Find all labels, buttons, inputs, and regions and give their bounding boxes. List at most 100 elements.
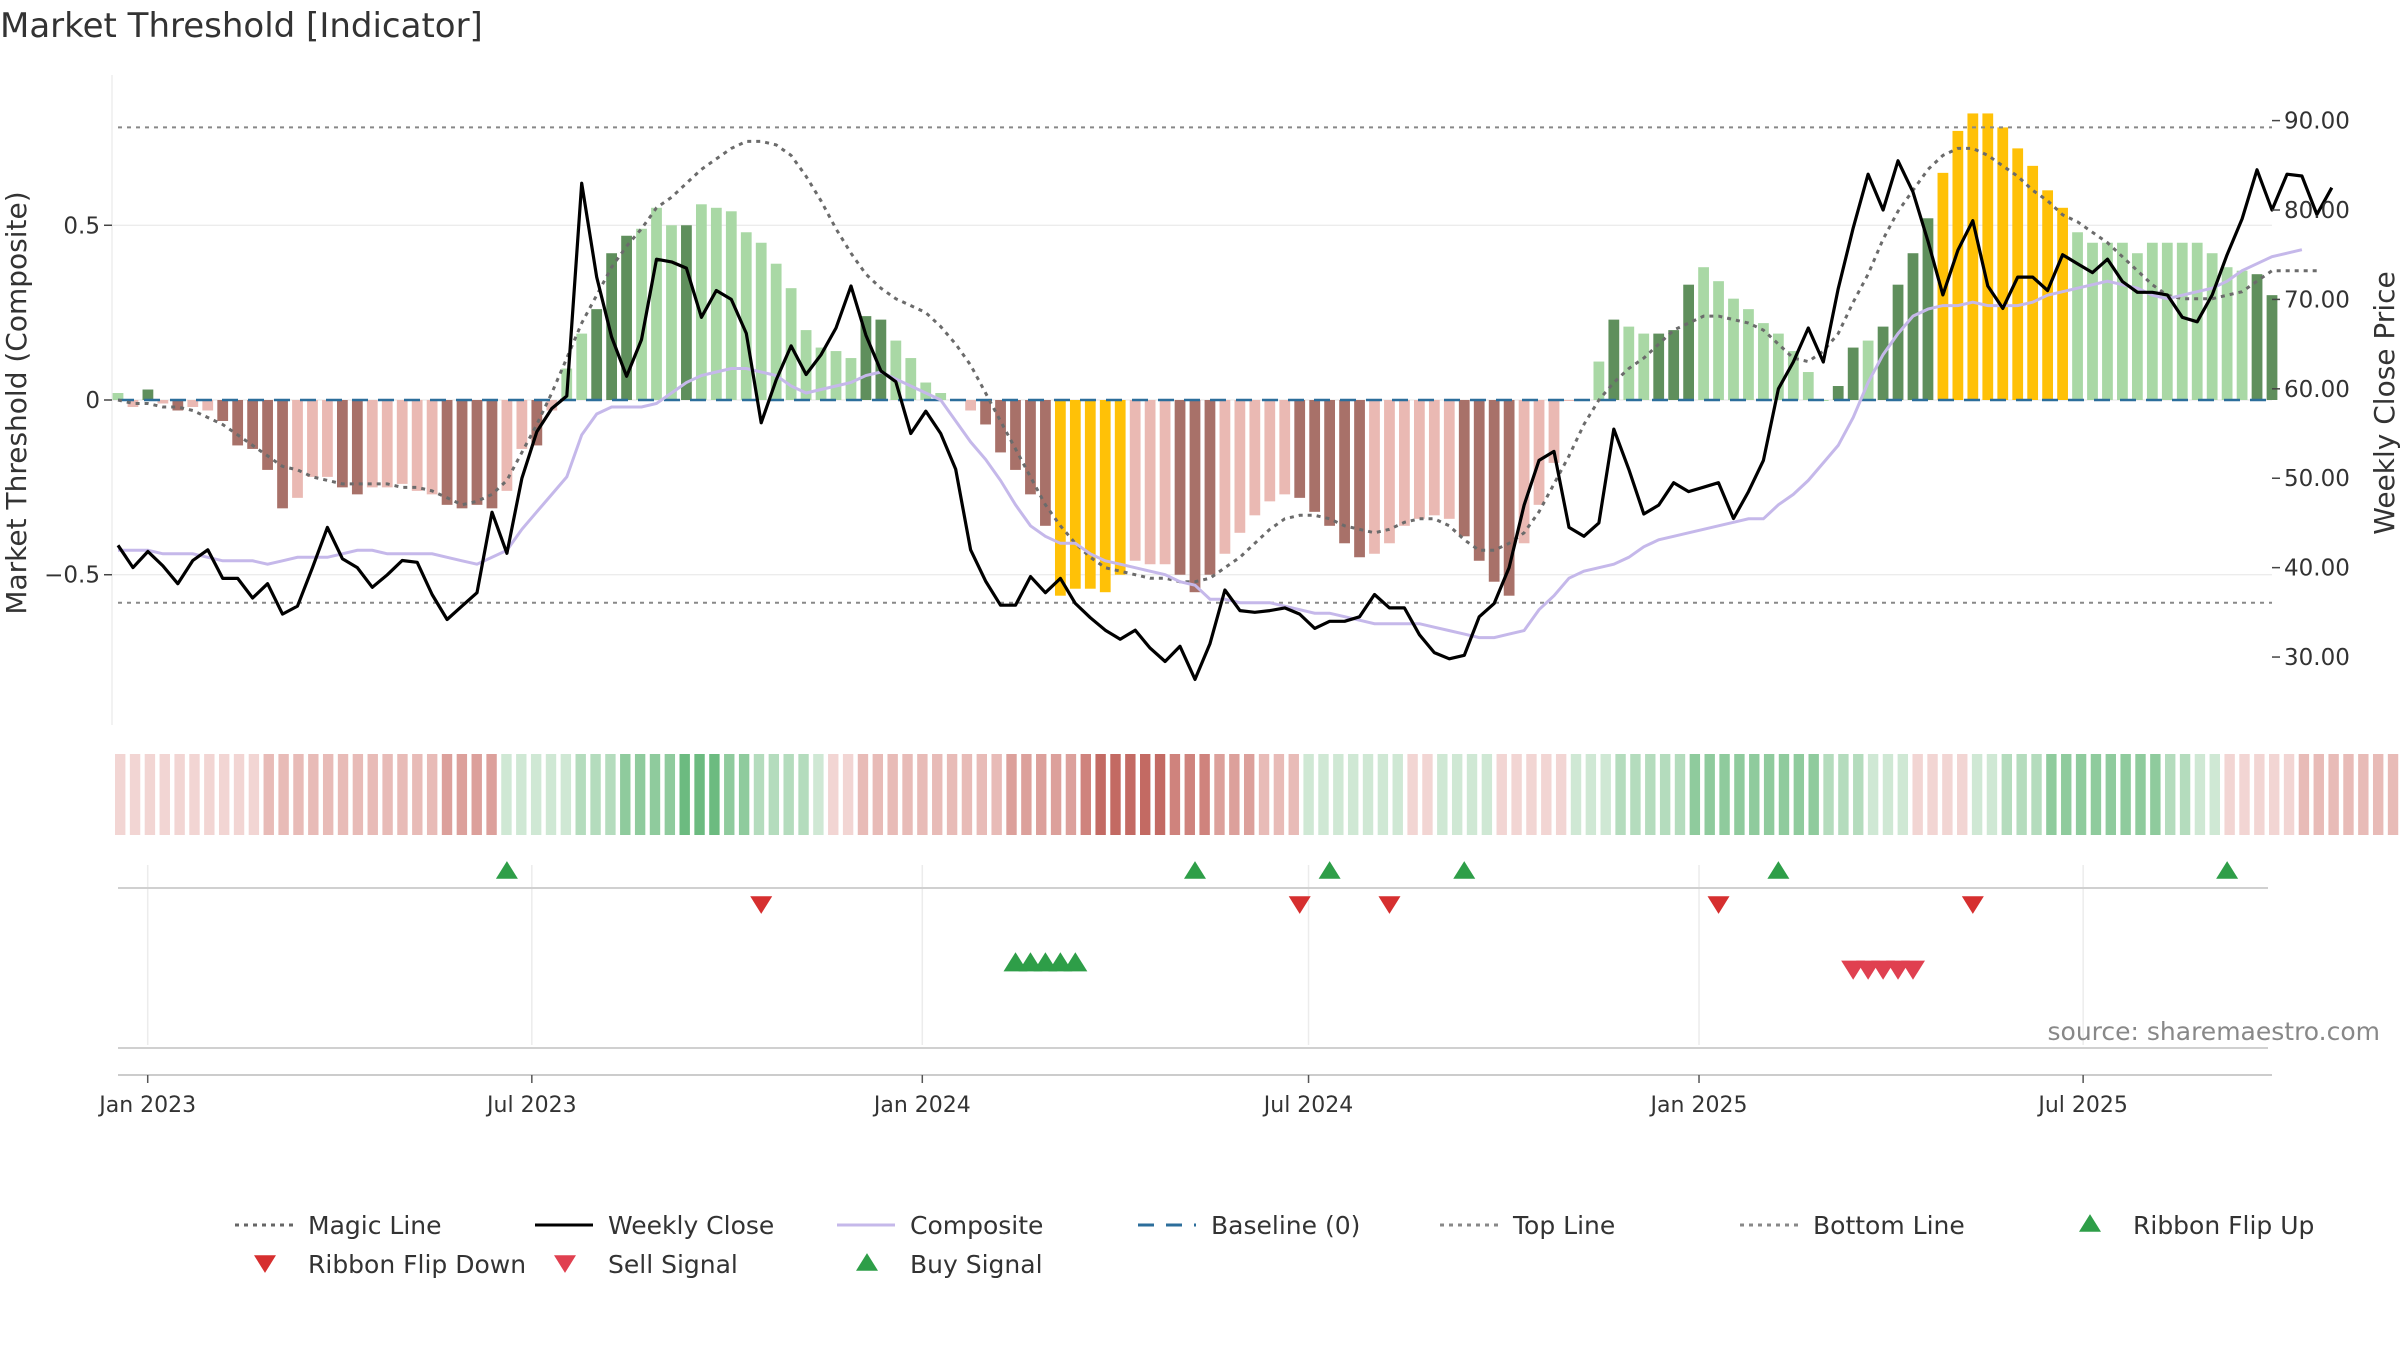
- ribbon-cell: [991, 754, 1002, 835]
- x-tick-label: Jul 2023: [485, 1093, 577, 1118]
- ribbon-cell: [2001, 754, 2013, 835]
- ribbon-cell: [709, 754, 720, 835]
- legend-label: Magic Line: [308, 1211, 442, 1240]
- ribbon-cell: [367, 754, 378, 835]
- composite-bar: [1488, 400, 1500, 582]
- ribbon-cell: [337, 754, 349, 835]
- ribbon-cell: [1036, 754, 1047, 835]
- ribbon-cell: [2046, 754, 2057, 835]
- composite-bar: [1069, 400, 1081, 589]
- ribbon-cell: [1095, 754, 1106, 835]
- ribbon-cell: [1437, 754, 1448, 835]
- composite-bar: [1832, 386, 1844, 400]
- ribbon-cell: [2165, 754, 2176, 835]
- composite-bar: [486, 400, 498, 509]
- composite-bar: [2266, 295, 2278, 400]
- ribbon-cell: [902, 754, 913, 835]
- ribbon-cell: [1169, 754, 1181, 835]
- composite-bar: [1025, 400, 1036, 495]
- composite-bar: [621, 235, 632, 400]
- composite-bar: [2131, 253, 2143, 400]
- ribbon-cell: [560, 754, 572, 835]
- right-tick-label: 50.00: [2284, 466, 2350, 492]
- ribbon-cell: [2387, 754, 2399, 835]
- ribbon-cell: [1912, 754, 1923, 835]
- composite-bar: [800, 330, 812, 400]
- source-note: source: sharemaestro.com: [2048, 1017, 2381, 1046]
- ribbon-cell: [961, 754, 973, 835]
- ribbon-cell: [694, 754, 705, 835]
- ribbon-cell: [1392, 754, 1403, 835]
- ribbon-cell: [1867, 754, 1879, 835]
- right-axis-ticks: 90.00 80.00 70.00 60.00 50.00 40.00 30.00: [2272, 109, 2350, 671]
- ribbon-cell: [783, 754, 794, 835]
- left-axis-ticks: 0.5 0 −0.5: [44, 213, 112, 589]
- ribbon-cell: [115, 754, 126, 835]
- composite-bar: [292, 400, 303, 498]
- composite-bar: [1683, 284, 1695, 400]
- composite-bar: [1503, 400, 1515, 596]
- composite-bar: [755, 242, 767, 400]
- ribbon-cell: [1927, 754, 1938, 835]
- ribbon-cell: [2313, 754, 2324, 835]
- ribbon-cell: [2194, 754, 2206, 835]
- legend-label: Sell Signal: [608, 1250, 738, 1279]
- ribbon-flip-down-marker: [1288, 896, 1311, 914]
- legend-item: Top Line: [1440, 1211, 1615, 1240]
- composite-bar: [187, 400, 199, 407]
- ribbon-cell: [1466, 754, 1478, 835]
- ribbon-cell: [204, 754, 215, 835]
- ribbon-cell: [248, 754, 260, 835]
- legend-marker: [856, 1253, 878, 1271]
- ribbon-flip-up-marker: [495, 861, 518, 879]
- composite-bar: [1802, 372, 1814, 400]
- ribbon-cell: [1763, 754, 1775, 835]
- legend: Magic Line Weekly Close Composite Baseline …: [235, 1211, 2314, 1279]
- legend-item: Ribbon Flip Up: [2079, 1211, 2314, 1240]
- ribbon-cell: [1778, 754, 1790, 835]
- ribbon-cell: [263, 754, 274, 835]
- ribbon-cell: [1971, 754, 1983, 835]
- composite-bar: [2117, 242, 2128, 400]
- composite-bar: [1907, 253, 1919, 400]
- ribbon-cell: [1674, 754, 1686, 835]
- ribbon-cell: [1585, 754, 1597, 835]
- ribbon-cell: [976, 754, 987, 835]
- ribbon-cell: [278, 754, 289, 835]
- series-lines: [116, 139, 2334, 682]
- composite-bar: [366, 400, 378, 488]
- left-tick-label: 0.5: [63, 213, 100, 239]
- composite-bars: [112, 113, 2278, 596]
- ribbon-cell: [649, 754, 661, 835]
- ribbon-cell: [2150, 754, 2161, 835]
- ribbon-cell: [2016, 754, 2027, 835]
- ribbon-cell: [1154, 754, 1166, 835]
- ribbon-cell: [1021, 754, 1032, 835]
- composite-bar: [1758, 323, 1769, 400]
- composite-bar: [1339, 400, 1350, 544]
- composite-bar: [1264, 400, 1276, 502]
- composite-bar: [202, 400, 214, 411]
- legend-label: Baseline (0): [1211, 1211, 1360, 1240]
- ribbon-cell: [1882, 754, 1894, 835]
- composite-bar: [606, 253, 618, 400]
- ribbon-cell: [1065, 754, 1077, 835]
- composite-bar: [1608, 319, 1620, 400]
- ribbon-cell: [1050, 754, 1062, 835]
- x-tick-label: Jul 2024: [1262, 1093, 1354, 1118]
- composite-bar: [860, 316, 872, 400]
- ribbon-cell: [1006, 754, 1017, 835]
- ribbon-cell: [1140, 754, 1151, 835]
- composite-bar: [1174, 400, 1186, 575]
- composite-bar: [157, 400, 169, 404]
- ribbon-cell: [397, 754, 408, 835]
- weekly-close-line: [116, 159, 2334, 682]
- composite-bar: [651, 207, 662, 400]
- composite-bar: [2102, 242, 2113, 400]
- composite-bar: [636, 228, 647, 400]
- legend-label: Buy Signal: [910, 1250, 1043, 1279]
- ribbon-flip-up-marker: [1318, 861, 1341, 879]
- legend-marker: [554, 1255, 576, 1273]
- composite-bar: [142, 389, 154, 400]
- composite-bar: [1144, 400, 1156, 565]
